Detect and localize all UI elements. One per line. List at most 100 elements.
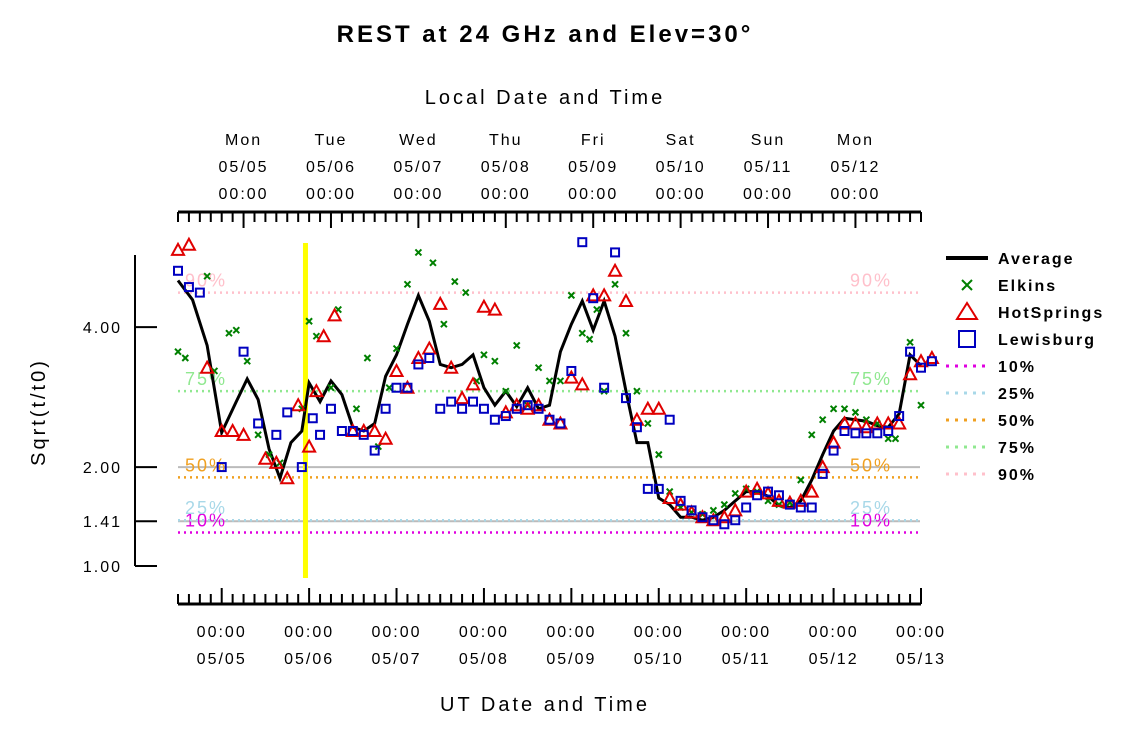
hotsprings-point <box>388 362 405 377</box>
elkins-point-stroke <box>578 329 586 337</box>
hotsprings-point <box>651 400 667 415</box>
elkins-point <box>585 335 594 343</box>
x-tick-label-date: 05/08 <box>459 651 509 668</box>
elkins-point-stroke <box>808 431 816 439</box>
elkins-point <box>545 377 554 385</box>
lewisburg-point <box>183 282 194 293</box>
hotsprings-point <box>825 434 842 449</box>
hotsprings-point <box>793 492 809 507</box>
lewisburg-point <box>741 502 752 513</box>
legend-label: Elkins <box>998 278 1057 295</box>
x-tick-label-time: 00:00 <box>284 624 334 641</box>
lewisburg-point <box>435 403 446 414</box>
hotsprings-point <box>199 359 215 374</box>
lewisburg-point <box>336 426 347 437</box>
lewisburg-point <box>588 293 599 304</box>
elkins-point-stroke <box>534 363 543 372</box>
elkins-point <box>556 377 565 385</box>
elkins-point <box>480 351 488 359</box>
top-tick-label-day: Sun <box>751 132 785 149</box>
hotsprings-point <box>640 400 656 415</box>
elkins-point <box>731 489 739 498</box>
series-lewisburg <box>173 237 937 530</box>
y-tick-label: 1.41 <box>83 514 122 531</box>
elkins-point-stroke <box>906 338 914 347</box>
elkins-point <box>622 329 630 337</box>
percentile-label-right: 25% <box>850 498 892 518</box>
lewisburg-point <box>872 428 883 439</box>
elkins-point-stroke <box>392 344 401 353</box>
percentile-label-right: 75% <box>850 369 892 389</box>
elkins-point-stroke <box>312 332 321 340</box>
top-tick-label-day: Thu <box>489 132 523 149</box>
percentile-lines: 10% 10%25% 25%50% 50%75% 75%90% 90% <box>178 271 921 534</box>
elkins-point <box>513 341 521 350</box>
elkins-point <box>462 288 470 297</box>
elkins-point <box>440 320 448 328</box>
lewisburg-point <box>861 428 872 439</box>
top-tick-label-time: 00:00 <box>830 186 880 203</box>
elkins-point-stroke <box>243 357 251 365</box>
elkins-point <box>363 354 372 362</box>
x-tick-label-date: 05/07 <box>372 651 422 668</box>
x-tick-label-date: 05/09 <box>546 651 596 668</box>
chart-title: REST at 24 GHz and Elev=30° <box>337 21 754 48</box>
axes: 1.00 1.41 2.00 4.00 00:00 05/05 00:00 05/06 00:0… <box>83 132 944 668</box>
elkins-point <box>414 248 423 257</box>
lewisburg-point <box>533 403 544 414</box>
elkins-point-stroke <box>440 320 448 328</box>
elkins-point <box>633 387 641 395</box>
hotsprings-point <box>257 450 274 465</box>
elkins-point-stroke <box>403 280 412 289</box>
lewisburg-point <box>413 359 424 370</box>
lewisburg-point <box>828 445 839 456</box>
legend-label: Lewisburg <box>998 332 1096 349</box>
lewisburg-point <box>752 490 763 501</box>
hotsprings-point <box>487 301 503 316</box>
top-tick-label-day: Tue <box>314 132 347 149</box>
percentile-label-left: 10% <box>185 511 227 531</box>
top-tick-label-time: 00:00 <box>743 186 793 203</box>
elkins-point-stroke <box>545 377 554 385</box>
elkins-point <box>232 326 240 334</box>
percentile-label-right: 50% <box>850 455 892 475</box>
lewisburg-point <box>642 483 653 494</box>
lewisburg-point <box>566 365 577 376</box>
lewisburg-point <box>773 490 784 501</box>
legend-label: 10% <box>998 359 1036 376</box>
elkins-point <box>884 435 892 443</box>
elkins-point-stroke <box>225 329 233 337</box>
elkins-point <box>181 354 189 362</box>
hotsprings-point <box>410 349 427 365</box>
elkins-point-stroke <box>829 405 838 413</box>
elkins-point <box>906 338 914 347</box>
top-tick-label-time: 00:00 <box>306 186 356 203</box>
x-axis-title: UT Date and Time <box>440 694 650 716</box>
y-axis-title: Sqrt(t/t0) <box>28 358 50 466</box>
lewisburg-point <box>173 265 183 276</box>
top-tick-label-date: 05/05 <box>219 159 269 176</box>
hotsprings-point <box>326 307 343 322</box>
hotsprings-point <box>858 419 875 434</box>
lewisburg-point <box>307 413 318 424</box>
top-tick-label-time: 00:00 <box>481 186 531 203</box>
elkins-point-stroke <box>181 354 189 362</box>
percentile-label-left: 25% <box>185 498 227 518</box>
elkins-point <box>385 384 393 392</box>
lewisburg-point <box>577 237 588 248</box>
hotsprings-point <box>629 411 645 426</box>
elkins-point <box>491 357 499 365</box>
x-tick-label-date: 05/10 <box>634 651 684 668</box>
elkins-point-stroke <box>585 335 594 343</box>
lewisburg-point <box>468 396 479 407</box>
x-tick-label-date: 05/05 <box>197 651 247 668</box>
elkins-point-stroke <box>840 405 849 413</box>
lewisburg-point <box>839 426 850 437</box>
average-line <box>176 279 923 522</box>
elkins-point-stroke <box>818 416 827 424</box>
hotsprings-point <box>290 397 306 412</box>
elkins-point <box>797 476 805 484</box>
legend-swatch-lewisburg <box>958 330 976 348</box>
lewisburg-point <box>894 411 905 422</box>
top-tick-label-date: 05/11 <box>744 159 793 176</box>
